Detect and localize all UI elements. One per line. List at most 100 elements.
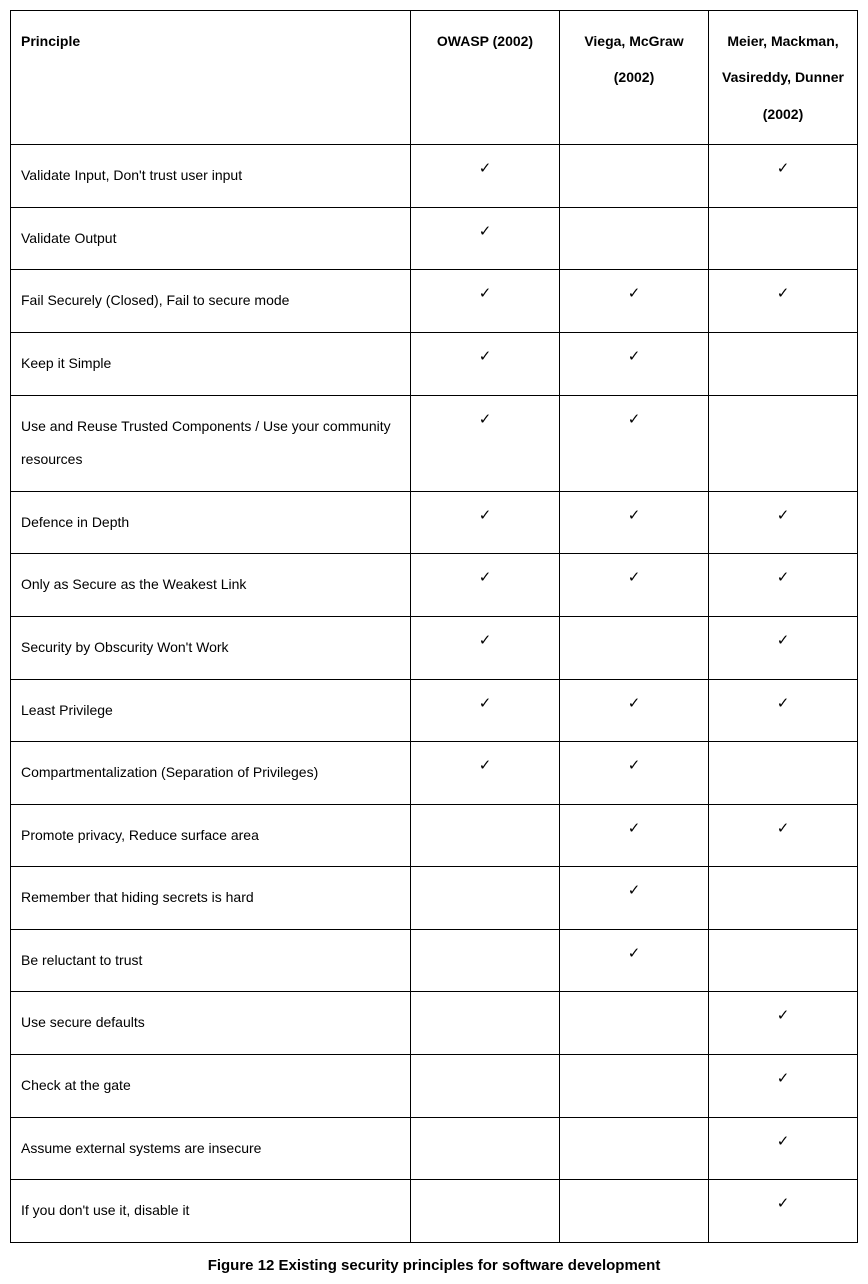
check-cell-viega: ✓ xyxy=(560,332,709,395)
table-row: Promote privacy, Reduce surface area ✓ ✓ xyxy=(11,804,858,867)
check-icon: ✓ xyxy=(479,285,492,302)
principle-cell: Only as Secure as the Weakest Link xyxy=(11,554,411,617)
check-icon: ✓ xyxy=(628,882,641,899)
principle-cell: Remember that hiding secrets is hard xyxy=(11,867,411,930)
header-principle: Principle xyxy=(11,11,411,145)
check-cell-meier xyxy=(709,207,858,270)
table-row: Security by Obscurity Won't Work✓✓ xyxy=(11,616,858,679)
check-icon: ✓ xyxy=(777,1133,790,1150)
check-cell-viega: ✓ xyxy=(560,679,709,742)
principle-cell: If you don't use it, disable it xyxy=(11,1180,411,1243)
check-icon: ✓ xyxy=(777,507,790,524)
check-cell-owasp: ✓ xyxy=(411,270,560,333)
check-cell-owasp xyxy=(411,929,560,992)
check-cell-owasp: ✓ xyxy=(411,679,560,742)
table-row: Remember that hiding secrets is hard ✓ xyxy=(11,867,858,930)
principle-cell: Keep it Simple xyxy=(11,332,411,395)
check-cell-viega: ✓ xyxy=(560,867,709,930)
security-principles-table: Principle OWASP (2002) Viega, McGraw (20… xyxy=(10,10,858,1243)
check-cell-viega: ✓ xyxy=(560,929,709,992)
check-icon: ✓ xyxy=(479,160,492,177)
table-row: Validate Output ✓ xyxy=(11,207,858,270)
header-viega: Viega, McGraw (2002) xyxy=(560,11,709,145)
header-meier: Meier, Mackman, Vasireddy, Dunner (2002) xyxy=(709,11,858,145)
check-cell-owasp: ✓ xyxy=(411,742,560,805)
principle-cell: Use secure defaults xyxy=(11,992,411,1055)
check-cell-meier: ✓ xyxy=(709,1180,858,1243)
check-cell-meier: ✓ xyxy=(709,804,858,867)
check-cell-meier: ✓ xyxy=(709,491,858,554)
check-cell-viega xyxy=(560,992,709,1055)
check-icon: ✓ xyxy=(777,1070,790,1087)
check-cell-meier: ✓ xyxy=(709,616,858,679)
check-cell-viega: ✓ xyxy=(560,270,709,333)
check-cell-owasp: ✓ xyxy=(411,616,560,679)
check-cell-viega xyxy=(560,1180,709,1243)
check-icon: ✓ xyxy=(628,348,641,365)
check-cell-viega xyxy=(560,616,709,679)
check-icon: ✓ xyxy=(777,160,790,177)
check-icon: ✓ xyxy=(479,695,492,712)
table-body: Validate Input, Don't trust user input ✓ ✓… xyxy=(11,145,858,1243)
check-icon: ✓ xyxy=(628,945,641,962)
table-row: Keep it Simple✓✓ xyxy=(11,332,858,395)
check-icon: ✓ xyxy=(479,507,492,524)
check-icon: ✓ xyxy=(777,695,790,712)
check-cell-owasp: ✓ xyxy=(411,145,560,208)
check-cell-meier: ✓ xyxy=(709,679,858,742)
check-icon: ✓ xyxy=(628,569,641,586)
check-cell-meier xyxy=(709,395,858,491)
check-cell-viega: ✓ xyxy=(560,554,709,617)
check-cell-owasp xyxy=(411,1180,560,1243)
check-icon: ✓ xyxy=(777,285,790,302)
check-cell-owasp xyxy=(411,804,560,867)
check-cell-viega: ✓ xyxy=(560,395,709,491)
principle-cell: Compartmentalization (Separation of Priv… xyxy=(11,742,411,805)
check-icon: ✓ xyxy=(628,411,641,428)
check-icon: ✓ xyxy=(479,223,492,240)
check-cell-owasp xyxy=(411,992,560,1055)
figure-caption: Figure 12 Existing security principles f… xyxy=(10,1257,858,1274)
check-cell-owasp xyxy=(411,867,560,930)
table-row: Least Privilege ✓ ✓ ✓ xyxy=(11,679,858,742)
check-cell-viega: ✓ xyxy=(560,491,709,554)
check-icon: ✓ xyxy=(777,632,790,649)
check-cell-meier: ✓ xyxy=(709,554,858,617)
table-row: Defence in Depth ✓ ✓ ✓ xyxy=(11,491,858,554)
table-row: Check at the gate✓ xyxy=(11,1055,858,1118)
check-icon: ✓ xyxy=(777,1007,790,1024)
check-icon: ✓ xyxy=(628,695,641,712)
check-cell-owasp xyxy=(411,1117,560,1180)
check-cell-owasp: ✓ xyxy=(411,491,560,554)
check-cell-meier xyxy=(709,742,858,805)
check-cell-owasp: ✓ xyxy=(411,332,560,395)
table-row: Only as Secure as the Weakest Link✓✓✓ xyxy=(11,554,858,617)
check-cell-meier xyxy=(709,332,858,395)
principle-cell: Promote privacy, Reduce surface area xyxy=(11,804,411,867)
check-cell-meier: ✓ xyxy=(709,270,858,333)
table-row: Use secure defaults ✓ xyxy=(11,992,858,1055)
check-icon: ✓ xyxy=(777,820,790,837)
check-cell-meier: ✓ xyxy=(709,992,858,1055)
check-cell-viega: ✓ xyxy=(560,742,709,805)
check-icon: ✓ xyxy=(628,757,641,774)
principle-cell: Validate Output xyxy=(11,207,411,270)
check-cell-meier: ✓ xyxy=(709,1055,858,1118)
principle-cell: Validate Input, Don't trust user input xyxy=(11,145,411,208)
principle-cell: Defence in Depth xyxy=(11,491,411,554)
check-icon: ✓ xyxy=(628,285,641,302)
principle-cell: Least Privilege xyxy=(11,679,411,742)
principle-cell: Be reluctant to trust xyxy=(11,929,411,992)
table-row: If you don't use it, disable it ✓ xyxy=(11,1180,858,1243)
check-icon: ✓ xyxy=(777,1195,790,1212)
check-cell-viega xyxy=(560,145,709,208)
check-cell-viega: ✓ xyxy=(560,804,709,867)
check-cell-meier xyxy=(709,867,858,930)
principle-cell: Use and Reuse Trusted Components / Use y… xyxy=(11,395,411,491)
check-cell-meier: ✓ xyxy=(709,145,858,208)
header-owasp: OWASP (2002) xyxy=(411,11,560,145)
check-cell-viega xyxy=(560,1055,709,1118)
check-icon: ✓ xyxy=(628,507,641,524)
table-row: Validate Input, Don't trust user input ✓ ✓ xyxy=(11,145,858,208)
check-cell-meier xyxy=(709,929,858,992)
